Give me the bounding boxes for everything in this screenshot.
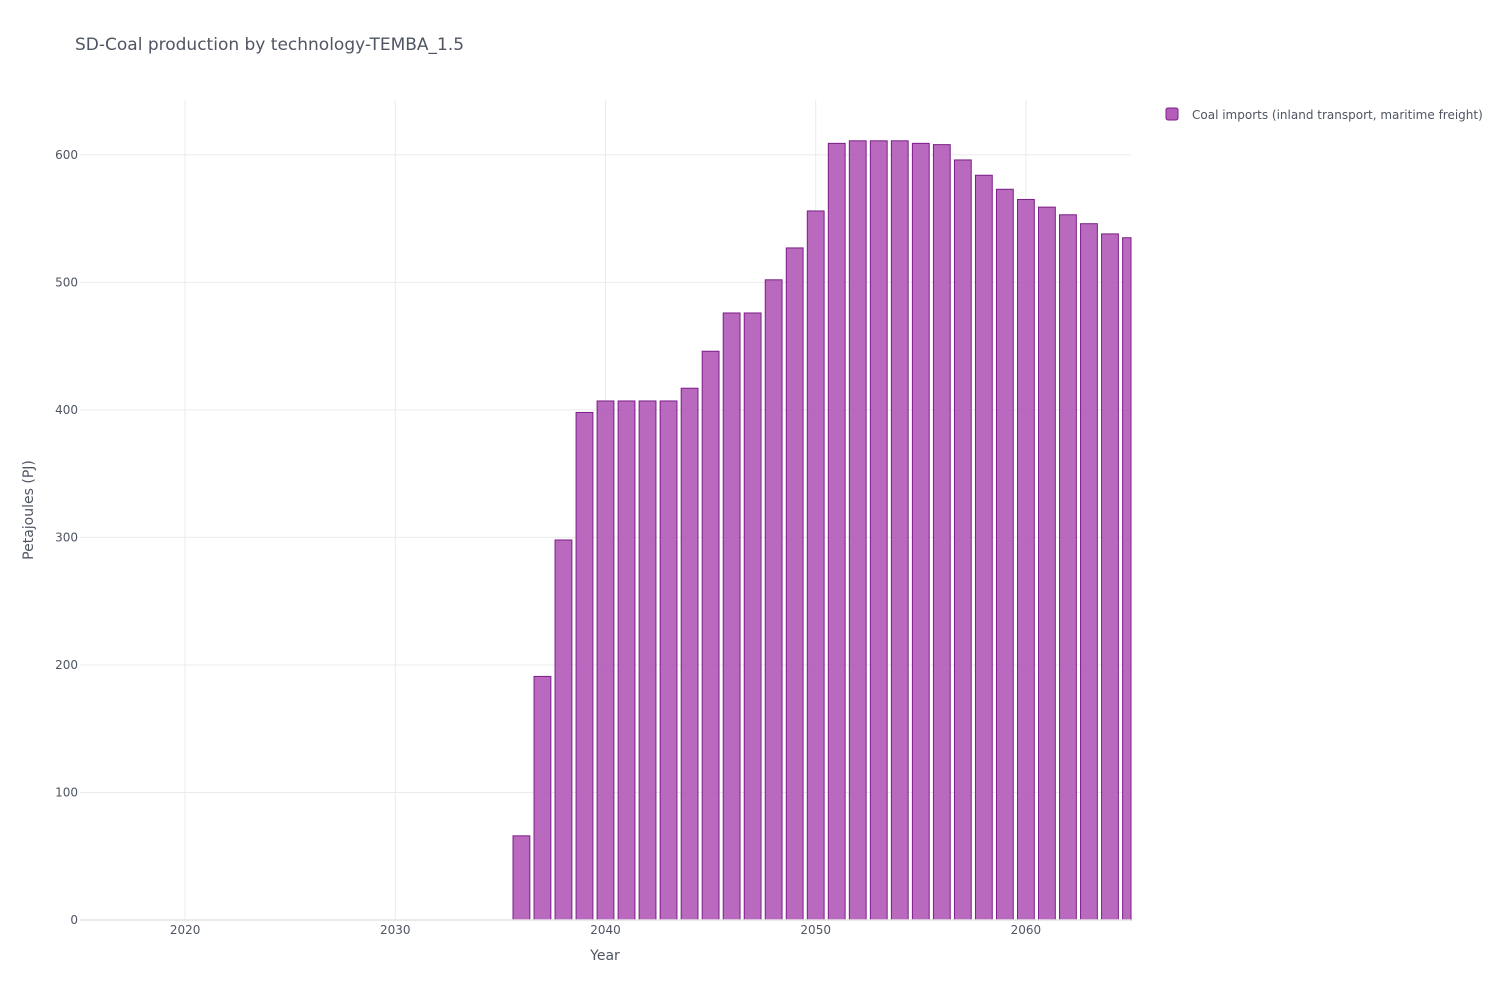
bar[interactable]	[1122, 237, 1132, 921]
bar[interactable]	[1059, 214, 1077, 921]
bar[interactable]	[869, 140, 888, 921]
bar[interactable]	[764, 279, 783, 921]
x-tick-label: 2050	[800, 923, 831, 937]
bar[interactable]	[827, 142, 846, 921]
bar[interactable]	[1016, 198, 1035, 921]
y-tick-label: 0	[70, 913, 78, 927]
bar[interactable]	[1038, 206, 1056, 921]
chart-title: SD-Coal production by technology-TEMBA_1…	[75, 35, 464, 55]
bar[interactable]	[785, 247, 804, 921]
x-tick-label: 2030	[380, 923, 411, 937]
bar[interactable]	[848, 140, 867, 921]
bar[interactable]	[617, 400, 636, 921]
bar[interactable]	[932, 144, 951, 921]
x-tick-label: 2040	[590, 923, 621, 937]
axes: 2020 2030 2040 2050 2060 0 100 200 300 400 500 600	[55, 148, 1131, 937]
y-tick-label: 400	[55, 403, 78, 417]
x-tick-label: 2060	[1011, 923, 1042, 937]
bar[interactable]	[1101, 233, 1119, 921]
bar[interactable]	[995, 188, 1014, 921]
bar[interactable]	[554, 539, 573, 921]
legend-swatch[interactable]	[1165, 107, 1179, 121]
bar[interactable]	[1080, 223, 1098, 921]
y-tick-label: 100	[55, 785, 78, 799]
legend-label[interactable]: Coal imports (inland transport, maritime…	[1192, 108, 1483, 122]
bar[interactable]	[890, 140, 909, 921]
x-axis-title: Year	[589, 948, 620, 964]
bar[interactable]	[596, 400, 615, 921]
y-tick-label: 300	[55, 530, 78, 544]
bar[interactable]	[806, 210, 825, 921]
bar[interactable]	[533, 675, 552, 921]
y-tick-label: 200	[55, 658, 78, 672]
legend[interactable]: Coal imports (inland transport, maritime…	[1165, 107, 1483, 122]
y-tick-label: 600	[55, 148, 78, 162]
bar[interactable]	[575, 411, 594, 921]
bar[interactable]	[701, 350, 720, 921]
bar[interactable]	[680, 387, 699, 921]
y-axis-title: Petajoules (PJ)	[21, 460, 37, 560]
bar[interactable]	[911, 142, 930, 921]
bar[interactable]	[953, 159, 972, 921]
bar[interactable]	[638, 400, 657, 921]
y-tick-label: 500	[55, 275, 78, 289]
bar[interactable]	[722, 312, 741, 921]
bar[interactable]	[659, 400, 678, 921]
bar[interactable]	[743, 312, 762, 921]
bar[interactable]	[974, 174, 993, 921]
x-tick-label: 2020	[170, 923, 201, 937]
bar[interactable]	[512, 835, 531, 921]
